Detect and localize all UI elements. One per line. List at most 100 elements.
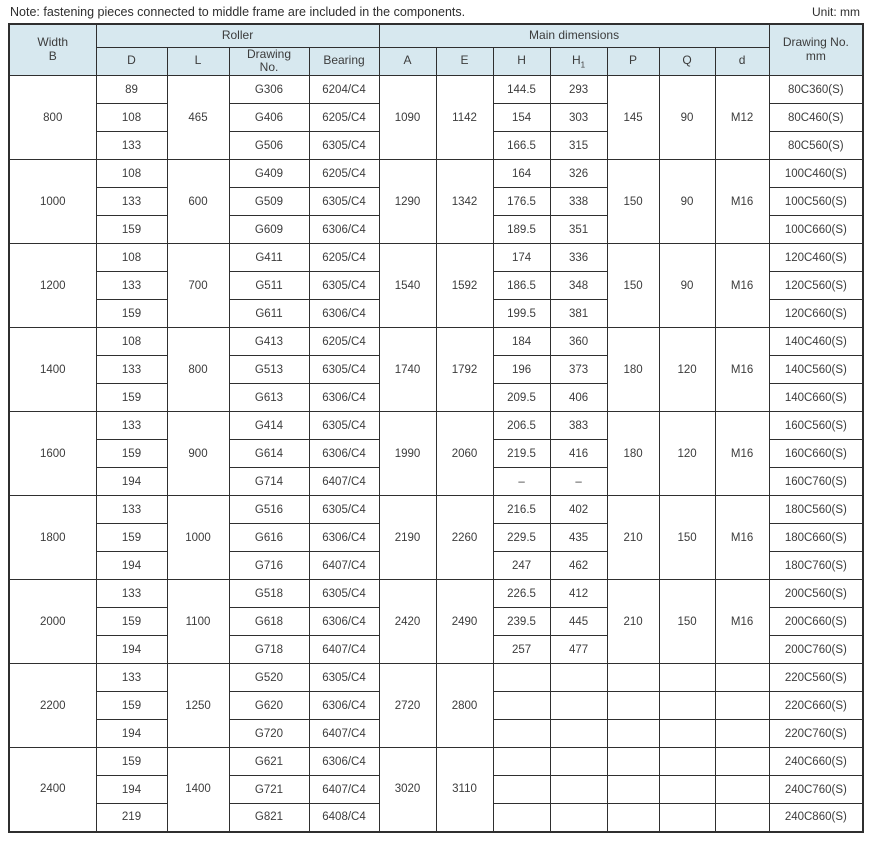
cell-roller-drawing-no: G520: [228, 663, 310, 693]
cell-dim-q: [658, 747, 716, 777]
cell-dim-d: M16: [714, 327, 770, 413]
cell-roller-d: 159: [95, 523, 168, 553]
cell-drawing-no-mm: 240C660(S): [768, 747, 864, 777]
header-col-drawing-no: Drawing No.: [228, 46, 310, 77]
cell-roller-d: 159: [95, 607, 168, 637]
cell-dim-p: 150: [606, 243, 660, 329]
roller-dimensions-table: Width B Roller Main dimensions Drawing N…: [8, 23, 865, 833]
cell-roller-bearing: 6306/C4: [308, 439, 380, 469]
table-row: 133 G511 6305/C4 186.5 348 120C560(S): [9, 271, 864, 301]
header-col-e: E: [435, 46, 494, 77]
cell-roller-drawing-no: G406: [228, 103, 310, 133]
cell-drawing-no-mm: 220C560(S): [768, 663, 864, 693]
header-col-q: Q: [658, 46, 716, 77]
cell-roller-d: 89: [95, 75, 168, 105]
table-row: 133 G509 6305/C4 176.5 338 100C560(S): [9, 187, 864, 217]
cell-dim-h: 199.5: [492, 299, 551, 329]
cell-dim-q: 150: [658, 495, 716, 581]
table-row: 219 G821 6408/C4 240C860(S): [9, 803, 864, 833]
cell-roller-l: 1250: [166, 663, 230, 749]
cell-drawing-no-mm: 140C460(S): [768, 327, 864, 357]
cell-dim-h: 196: [492, 355, 551, 385]
cell-roller-drawing-no: G720: [228, 719, 310, 749]
cell-dim-p: 210: [606, 579, 660, 665]
cell-dim-h1: 315: [549, 131, 608, 161]
table-row: 133 G506 6305/C4 166.5 315 80C560(S): [9, 131, 864, 161]
header-width-b: Width B: [8, 23, 97, 77]
cell-dim-p: [606, 719, 660, 749]
cell-dim-h1: [549, 719, 608, 749]
header-col-bearing: Bearing: [308, 46, 380, 77]
cell-drawing-no-mm: 240C860(S): [768, 803, 864, 833]
table-row: 108 G406 6205/C4 154 303 80C460(S): [9, 103, 864, 133]
cell-roller-drawing-no: G609: [228, 215, 310, 245]
cell-dim-h: 229.5: [492, 523, 551, 553]
cell-dim-h: 186.5: [492, 271, 551, 301]
cell-drawing-no-mm: 200C660(S): [768, 607, 864, 637]
cell-dim-h1: 373: [549, 355, 608, 385]
cell-roller-drawing-no: G509: [228, 187, 310, 217]
cell-roller-bearing: 6306/C4: [308, 607, 380, 637]
cell-dim-h1: 336: [549, 243, 608, 273]
cell-dim-d: M16: [714, 159, 770, 245]
table-row: 1800 133 1000 G516 6305/C4 2190 2260 216.5 402 21…: [8, 495, 864, 581]
table-row: 194 G720 6407/C4 220C760(S): [9, 719, 864, 749]
cell-roller-d: 159: [95, 299, 168, 329]
cell-dim-h: 184: [492, 327, 551, 357]
cell-roller-d: 108: [95, 327, 168, 357]
cell-roller-bearing: 6305/C4: [308, 663, 380, 693]
cell-dim-a: 1990: [378, 411, 437, 497]
cell-dim-p: 210: [606, 495, 660, 581]
cell-drawing-no-mm: 80C360(S): [768, 75, 864, 105]
cell-dim-h: 209.5: [492, 383, 551, 413]
cell-dim-d: [714, 775, 770, 805]
cell-dim-e: 2490: [435, 579, 494, 665]
cell-roller-bearing: 6205/C4: [308, 327, 380, 357]
cell-roller-drawing-no: G614: [228, 439, 310, 469]
table-row: 194 G714 6407/C4 – – 160C760(S): [9, 467, 864, 497]
cell-roller-drawing-no: G513: [228, 355, 310, 385]
header-col-h1-base: H: [571, 52, 581, 67]
cell-roller-d: 133: [95, 495, 168, 525]
cell-dim-h: 247: [492, 551, 551, 581]
cell-dim-h1: 293: [549, 75, 608, 105]
cell-roller-bearing: 6305/C4: [308, 187, 380, 217]
cell-roller-drawing-no: G613: [228, 383, 310, 413]
cell-dim-a: 1090: [378, 75, 437, 161]
cell-roller-d: 133: [95, 271, 168, 301]
cell-dim-h1: 406: [549, 383, 608, 413]
cell-dim-e: 2800: [435, 663, 494, 749]
cell-dim-d: [714, 747, 770, 777]
cell-drawing-no-mm: 180C660(S): [768, 523, 864, 553]
cell-dim-h1: [549, 663, 608, 693]
header-drawing-no-mm: Drawing No. mm: [768, 23, 864, 77]
cell-dim-h: 176.5: [492, 187, 551, 217]
cell-roller-bearing: 6305/C4: [308, 131, 380, 161]
cell-dim-h: 174: [492, 243, 551, 273]
cell-dim-a: 1740: [378, 327, 437, 413]
cell-roller-d: 159: [95, 439, 168, 469]
cell-dim-h: 144.5: [492, 75, 551, 105]
cell-dim-h1: [549, 691, 608, 721]
cell-dim-p: [606, 803, 660, 833]
cell-drawing-no-mm: 160C660(S): [768, 439, 864, 469]
cell-width-b: 1400: [8, 327, 97, 413]
cell-roller-drawing-no: G821: [228, 803, 310, 833]
cell-roller-bearing: 6407/C4: [308, 467, 380, 497]
header-col-d-small: d: [714, 46, 770, 77]
cell-roller-drawing-no: G616: [228, 523, 310, 553]
cell-roller-l: 800: [166, 327, 230, 413]
cell-roller-drawing-no: G413: [228, 327, 310, 357]
cell-roller-bearing: 6407/C4: [308, 551, 380, 581]
cell-dim-d: M12: [714, 75, 770, 161]
cell-dim-q: [658, 719, 716, 749]
cell-roller-bearing: 6305/C4: [308, 579, 380, 609]
cell-roller-d: 159: [95, 215, 168, 245]
cell-width-b: 1000: [8, 159, 97, 245]
cell-dim-a: 2420: [378, 579, 437, 665]
cell-dim-q: [658, 775, 716, 805]
cell-roller-bearing: 6306/C4: [308, 747, 380, 777]
cell-roller-drawing-no: G409: [228, 159, 310, 189]
cell-roller-d: 133: [95, 579, 168, 609]
header-roller: Roller: [95, 23, 380, 48]
